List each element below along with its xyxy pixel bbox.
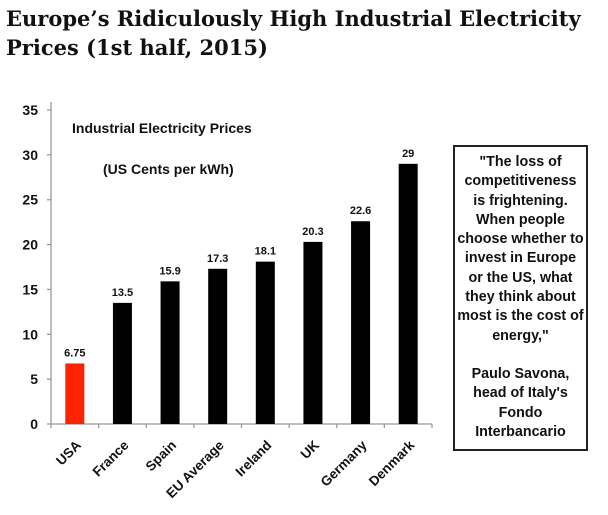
x-tick-label: France [90, 437, 132, 479]
bar-spain [160, 281, 180, 424]
x-tick-label: Denmark [366, 437, 418, 489]
quote-attribution: Paulo Savona, head of Italy's Fondo Inte… [471, 365, 570, 440]
y-tick-label: 5 [30, 371, 38, 387]
y-tick-label: 30 [22, 147, 38, 163]
bar-uk [303, 241, 323, 424]
x-tick-label: Spain [143, 438, 180, 475]
bar-denmark [398, 163, 418, 425]
bar-eu-average [208, 268, 228, 424]
bar-ireland [255, 261, 275, 424]
y-tick-label: 35 [22, 102, 38, 118]
data-label: 17.3 [207, 253, 228, 265]
bar-germany [351, 221, 371, 424]
data-label: 15.9 [159, 265, 180, 277]
y-tick-label: 0 [30, 416, 38, 432]
data-label: 13.5 [112, 287, 133, 299]
y-tick-label: 10 [22, 326, 38, 342]
quote-text: "The loss of competitiveness is frighten… [457, 154, 584, 344]
x-tick-label: UK [298, 437, 323, 462]
data-label: 29 [402, 148, 414, 160]
data-label: 18.1 [255, 246, 276, 258]
y-tick-label: 20 [22, 237, 38, 253]
y-tick-label: 15 [22, 281, 38, 297]
y-tick-label: 25 [22, 192, 38, 208]
bar-france [112, 302, 132, 424]
x-tick-label: Ireland [233, 438, 275, 480]
data-label: 6.75 [64, 347, 85, 359]
x-tick-label: Germany [318, 437, 370, 489]
x-tick-label: USA [53, 437, 84, 468]
data-label: 22.6 [350, 205, 371, 217]
page-title: Europe’s Ridiculously High Industrial El… [6, 6, 581, 60]
bar-usa [65, 363, 85, 424]
data-label: 20.3 [302, 226, 323, 238]
chart-subtitle: (US Cents per kWh) [103, 161, 234, 177]
quote-box: "The loss of competitiveness is frighten… [453, 145, 588, 451]
chart-title: Industrial Electricity Prices [72, 120, 252, 136]
